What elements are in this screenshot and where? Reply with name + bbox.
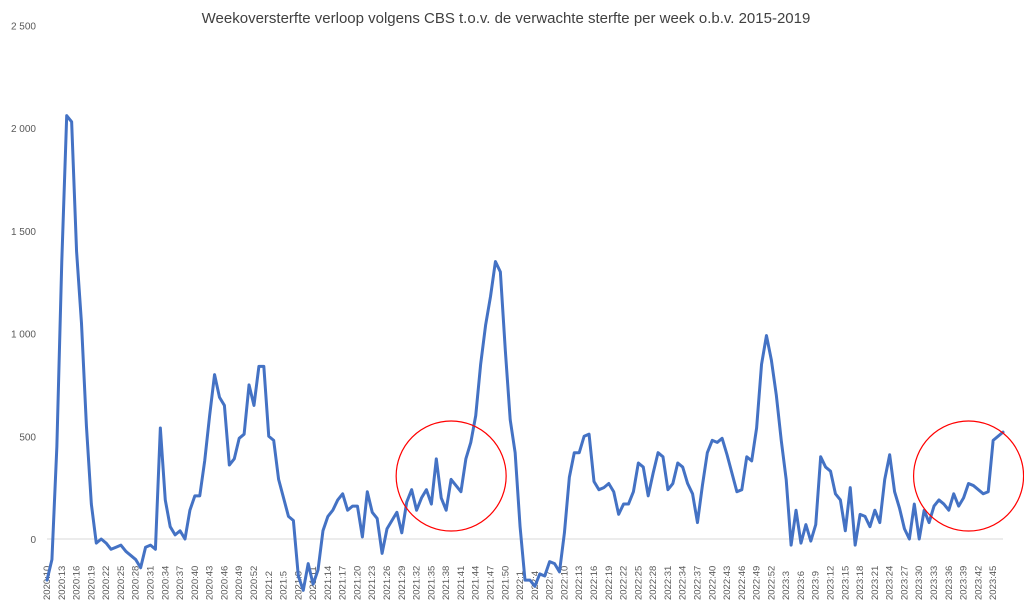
x-tick-label: 2021:50 xyxy=(500,566,511,600)
x-tick-label: 2020:43 xyxy=(205,566,216,600)
x-tick-label: 2023:45 xyxy=(988,566,999,600)
x-tick-label: 2022:49 xyxy=(752,566,763,600)
x-tick-label: 2023:18 xyxy=(855,566,866,600)
x-tick-label: 2020:37 xyxy=(175,566,186,600)
x-tick-label: 2021:47 xyxy=(486,566,497,600)
series-line xyxy=(45,114,1005,592)
annotation-circle xyxy=(912,420,1024,532)
x-tick-label: 2021:26 xyxy=(382,566,393,600)
x-tick-label: 2022:16 xyxy=(589,566,600,600)
x-tick-label: 2021:44 xyxy=(471,566,482,600)
x-tick-label: 2023:12 xyxy=(826,566,837,600)
x-tick-label: 2022:19 xyxy=(604,566,615,600)
x-tick-label: 2020:28 xyxy=(131,566,142,600)
x-tick-label: 2023:39 xyxy=(959,566,970,600)
x-tick-label: 2022:46 xyxy=(737,566,748,600)
x-tick-label: 2020:49 xyxy=(234,566,245,600)
x-axis: 2020:10 2020:13 2020:16 2020:19 2020:22 2020:… xyxy=(42,566,999,600)
x-tick-label: 2021:32 xyxy=(412,566,423,600)
x-tick-label: 2022:52 xyxy=(766,566,777,600)
x-tick-label: 2023:27 xyxy=(899,566,910,600)
x-tick-label: 2022:37 xyxy=(692,566,703,600)
x-tick-label: 2021:20 xyxy=(352,566,363,600)
y-tick-label: 2 000 xyxy=(11,124,36,135)
x-tick-label: 2022:40 xyxy=(707,566,718,600)
x-tick-label: 2021:17 xyxy=(338,566,349,600)
x-tick-label: 2020:16 xyxy=(72,566,83,600)
y-tick-label: 500 xyxy=(19,432,36,443)
x-tick-label: 2023:42 xyxy=(973,566,984,600)
x-tick-label: 2020:13 xyxy=(57,566,68,600)
x-tick-label: 2022:25 xyxy=(633,566,644,600)
x-tick-label: 2020:40 xyxy=(190,566,201,600)
x-tick-label: 2021:29 xyxy=(397,566,408,600)
x-tick-label: 2022:13 xyxy=(574,566,585,600)
x-tick-label: 2023:36 xyxy=(944,566,955,600)
x-tick-label: 2022:7 xyxy=(545,571,556,600)
y-tick-label: 0 xyxy=(30,535,36,546)
x-tick-label: 2021:8 xyxy=(293,571,304,600)
y-tick-label: 1 500 xyxy=(11,227,36,238)
x-tick-label: 2020:34 xyxy=(160,566,171,600)
x-tick-label: 2022:22 xyxy=(619,566,630,600)
x-tick-label: 2022:28 xyxy=(648,566,659,600)
x-tick-label: 2022:10 xyxy=(559,566,570,600)
x-tick-label: 2020:52 xyxy=(249,566,260,600)
chart-title: Weekoversterfte verloop volgens CBS t.o.… xyxy=(202,10,811,27)
x-tick-label: 2023:33 xyxy=(929,566,940,600)
x-tick-label: 2023:24 xyxy=(885,566,896,600)
y-tick-label: 1 000 xyxy=(11,330,36,341)
x-tick-label: 2021:2 xyxy=(264,571,275,600)
x-tick-label: 2023:3 xyxy=(781,571,792,600)
x-tick-label: 2021:35 xyxy=(426,566,437,600)
x-tick-label: 2021:14 xyxy=(323,566,334,600)
x-tick-label: 2023:30 xyxy=(914,566,925,600)
y-tick-label: 2 500 xyxy=(11,21,36,32)
x-tick-label: 2023:21 xyxy=(870,566,881,600)
x-tick-label: 2020:25 xyxy=(116,566,127,600)
x-tick-label: 2022:43 xyxy=(722,566,733,600)
x-tick-label: 2023:9 xyxy=(811,571,822,600)
annotations xyxy=(395,420,1024,532)
x-tick-label: 2020:31 xyxy=(145,566,156,600)
x-tick-label: 2021:23 xyxy=(367,566,378,600)
x-tick-label: 2022:34 xyxy=(678,566,689,600)
x-tick-label: 2021:38 xyxy=(441,566,452,600)
x-tick-label: 2023:6 xyxy=(796,571,807,600)
x-tick-label: 2020:19 xyxy=(86,566,97,600)
y-axis: 0 500 1 000 1 500 2 000 2 500 xyxy=(11,21,36,546)
x-tick-label: 2022:31 xyxy=(663,566,674,600)
x-tick-label: 2022:1 xyxy=(515,571,526,600)
x-tick-label: 2023:15 xyxy=(840,566,851,600)
annotation-circle xyxy=(395,420,507,532)
x-tick-label: 2020:10 xyxy=(42,566,53,600)
x-tick-label: 2021:41 xyxy=(456,566,467,600)
x-tick-label: 2021:5 xyxy=(279,571,290,600)
x-tick-label: 2020:46 xyxy=(219,566,230,600)
x-tick-label: 2020:22 xyxy=(101,566,112,600)
